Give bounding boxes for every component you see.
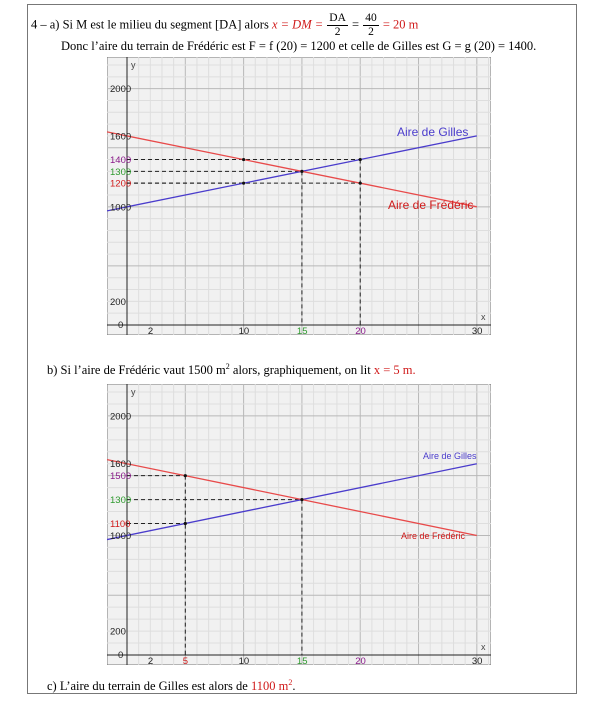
x-tick-label: 10 (239, 656, 250, 665)
series-line-frederic (107, 131, 477, 208)
y-tick-label: 1600 (110, 131, 131, 142)
y-tick-label: 1000 (110, 531, 131, 542)
x-tick-label: 15 (297, 326, 308, 335)
highlight-point (242, 181, 246, 185)
y-tick-label: 1000 (110, 202, 131, 213)
fraction-da-over-2: DA 2 (327, 12, 348, 39)
x-tick-label: 0 (118, 320, 123, 331)
conclusion-a: Donc l’aire du terrain de Frédéric est F… (61, 39, 537, 53)
question-c-line: c) L’aire du terrain de Gilles est alors… (47, 679, 296, 693)
y-tick-label: 200 (110, 627, 126, 638)
fraction-denominator: 2 (368, 26, 374, 38)
equals-sign: = (352, 17, 360, 32)
period: . (292, 679, 296, 693)
legend-gilles: Aire de Gilles (397, 125, 468, 139)
plot-background (107, 384, 491, 665)
series-line-gilles (107, 135, 477, 212)
y-tick-label: 1200 (110, 179, 131, 190)
highlight-point (183, 521, 187, 526)
fraction-40-over-2: 40 2 (363, 12, 379, 39)
x-equals: x = DM = (271, 17, 324, 32)
highlight-point (358, 157, 362, 162)
x-tick-label: 10 (239, 326, 250, 335)
highlight-point (183, 474, 187, 478)
y-tick-label: 1300 (110, 495, 131, 506)
highlight-point (242, 157, 246, 162)
y-tick-label: 2000 (110, 84, 131, 95)
x-tick-label: 15 (297, 656, 308, 665)
question-b-text: b) Si l’aire de Frédéric vaut 1500 m (47, 363, 226, 377)
highlight-point (300, 169, 304, 173)
question-a-prefix: 4 – a) Si M est le milieu du segment [DA… (31, 17, 269, 32)
answer-c-value: 1100 m (250, 679, 289, 693)
x-tick-label: 20 (355, 656, 366, 665)
question-c-text: c) L’aire du terrain de Gilles est alors… (47, 679, 251, 693)
x-tick-label: 2 (148, 326, 153, 335)
question-b-text2: alors, graphiquement, on lit (229, 363, 374, 377)
legend-frederic: Aire de Frédéric (401, 531, 466, 541)
x-tick-label: 2 (148, 656, 153, 665)
exponent: 2 (288, 678, 293, 687)
series-line-gilles (107, 463, 477, 541)
fraction-numerator: DA (327, 12, 348, 26)
x-axis-name: x (481, 642, 486, 652)
x-tick-label: 0 (118, 650, 123, 661)
plot-background (107, 57, 491, 335)
document-frame (27, 4, 577, 694)
legend-frederic: Aire de Frédéric (388, 198, 473, 212)
series-line-frederic (107, 458, 477, 537)
x-tick-label: 30 (472, 326, 483, 335)
y-tick-label: 200 (110, 297, 126, 308)
answer-c: 1100 m2 (251, 679, 292, 693)
y-tick-label: 1600 (110, 459, 131, 470)
highlight-point (358, 181, 362, 185)
y-tick-label: 1400 (110, 155, 131, 166)
y-tick-label: 1100 (110, 519, 130, 530)
fraction-denominator: 2 (334, 26, 341, 38)
y-tick-label: 1300 (110, 167, 131, 178)
x-tick-label: 5 (183, 656, 188, 665)
y-axis-name: y (131, 387, 136, 397)
highlight-point (300, 497, 304, 502)
question-b-line: b) Si l’aire de Frédéric vaut 1500 m2 al… (47, 363, 416, 377)
y-axis-name: y (131, 60, 136, 70)
result-20m: = 20 m (382, 17, 419, 32)
y-tick-label: 1500 (110, 471, 131, 482)
exponent: 2 (225, 362, 230, 371)
answer-b: x = 5 m. (373, 363, 416, 377)
x-tick-label: 20 (355, 326, 366, 335)
x-tick-label: 30 (472, 656, 483, 665)
y-tick-label: 2000 (110, 411, 131, 422)
legend-gilles: Aire de Gilles (423, 451, 477, 461)
question-a-line: 4 – a) Si M est le milieu du segment [DA… (31, 12, 418, 39)
fraction-numerator: 40 (363, 12, 379, 26)
x-axis-name: x (481, 312, 486, 322)
